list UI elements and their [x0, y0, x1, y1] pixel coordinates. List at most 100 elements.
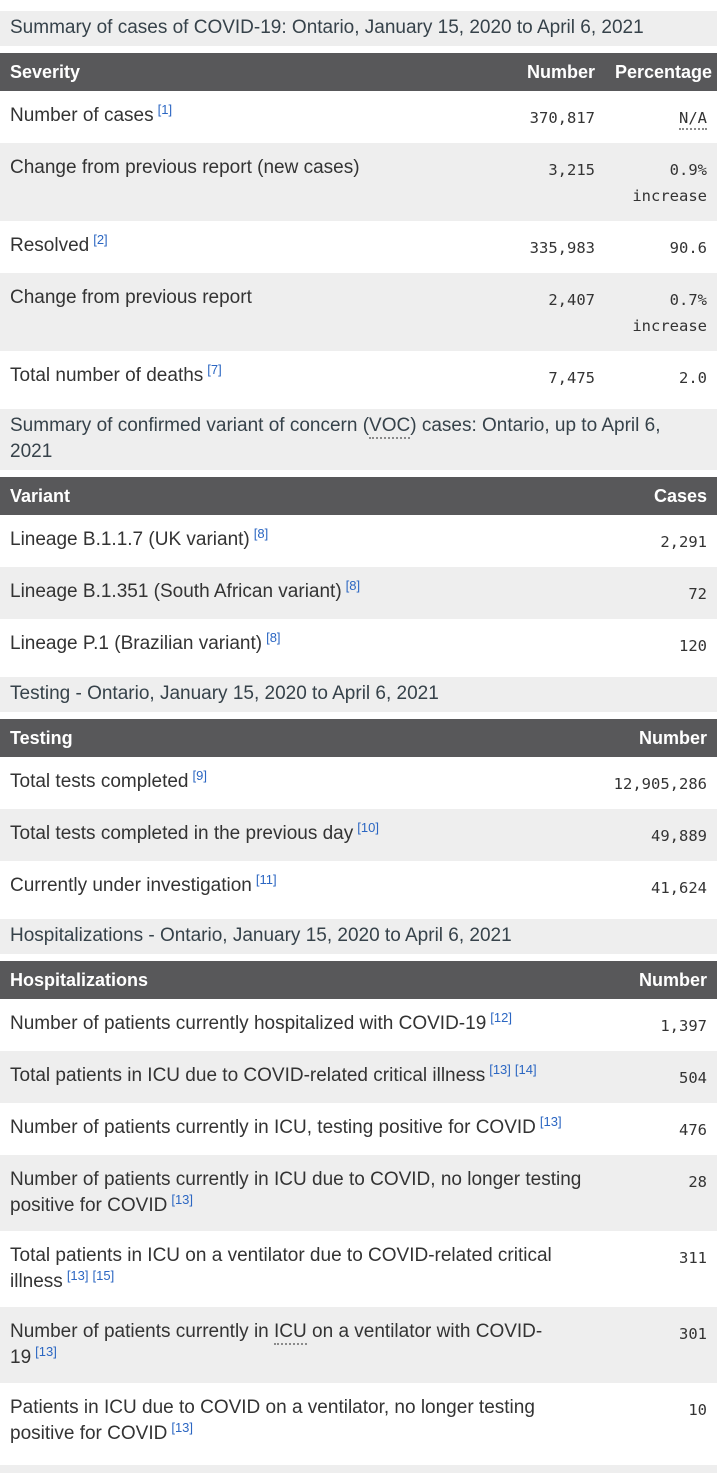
row-label-text: Number of cases — [10, 105, 154, 126]
table-row: Change from previous report (new cases) … — [0, 143, 717, 221]
footnote-link[interactable]: [13] — [35, 1343, 57, 1359]
footnote-link[interactable]: [14] — [514, 1061, 537, 1077]
row-label: Total patients in ICU due to COVID-relat… — [0, 1051, 597, 1103]
testing-header-row: Testing Number — [0, 719, 717, 757]
footnote-link[interactable]: [13] — [171, 1191, 194, 1207]
table-row: Total tests completed [9] 12,905,286 — [0, 757, 717, 809]
footnote-link[interactable]: [13] — [171, 1419, 194, 1435]
table-row: Number of patients currently in ICU on a… — [0, 1307, 717, 1383]
cell-number: 2,291 — [660, 533, 707, 551]
cell-percentage: 0.7% increase — [632, 291, 707, 335]
cell-number: 49,889 — [651, 827, 707, 845]
footnote-link[interactable]: [13] — [66, 1267, 89, 1283]
row-label-text: Currently under investigation — [10, 875, 252, 896]
table-row: Number of cases [1] 370,817 N/A — [0, 91, 717, 143]
table-row: Total patients in ICU on a ventilator du… — [0, 1231, 717, 1307]
hospitalizations-header-row: Hospitalizations Number — [0, 961, 717, 999]
row-label-text: Number of patients currently hospitalize… — [10, 1013, 487, 1034]
table-row: Lineage P.1 (Brazilian variant) [8] 120 — [0, 619, 717, 671]
footnote-link[interactable]: [12] — [490, 1009, 512, 1025]
cell-number: 72 — [688, 585, 707, 603]
row-label-text: Number of patients currently in — [10, 1321, 275, 1342]
footnote-link[interactable]: [7] — [207, 361, 222, 377]
row-label-text: Number of patients currently in ICU due … — [10, 1169, 582, 1216]
row-label: Patients in ICU due to COVID on a ventil… — [0, 1383, 597, 1459]
row-label: Total tests completed in the previous da… — [0, 809, 597, 861]
column-header-number: Number — [485, 53, 605, 91]
row-label-text: Lineage B.1.351 (South African variant) — [10, 581, 342, 602]
column-header-testing: Testing — [0, 719, 597, 757]
cases-header-row: Severity Number Percentage — [0, 53, 717, 91]
cell-percentage: N/A — [605, 91, 717, 143]
table-row: Patients in ICU due to COVID on a ventil… — [0, 1383, 717, 1459]
cell-number: 476 — [679, 1121, 707, 1139]
cell-number: 3,215 — [548, 161, 595, 179]
section-hospitalizations: Hospitalizations - Ontario, January 15, … — [0, 919, 717, 1459]
table-row: Total patients in ICU due to COVID-relat… — [0, 1051, 717, 1103]
row-label-text: Lineage P.1 (Brazilian variant) — [10, 633, 263, 654]
row-label-text: Number of patients currently in ICU, tes… — [10, 1117, 536, 1138]
row-label-text: Lineage B.1.1.7 (UK variant) — [10, 529, 250, 550]
table-row: Change from previous report 2,407 0.7% i… — [0, 273, 717, 351]
row-label-text: Change from previous report — [10, 287, 252, 308]
row-label-text: Resolved — [10, 235, 90, 256]
row-label-text: on a ventilator with COVID-19 — [10, 1321, 543, 1368]
abbr-icu: ICU — [274, 1321, 307, 1345]
footnote-link[interactable]: [8] — [345, 577, 361, 593]
column-header-hospitalizations: Hospitalizations — [0, 961, 597, 999]
footnote-link[interactable]: [2] — [93, 231, 108, 247]
row-label-text: Change from previous report (new cases) — [10, 157, 360, 178]
row-label: Number of patients currently in ICU, tes… — [0, 1103, 597, 1155]
cell-number: 370,817 — [529, 109, 595, 127]
column-header-number: Number — [597, 719, 717, 757]
footnote-link[interactable]: [13] — [489, 1061, 511, 1077]
cell-number: 504 — [679, 1069, 707, 1087]
footnote-link[interactable]: [13] — [539, 1113, 562, 1129]
table-caption-hospitalizations: Hospitalizations - Ontario, January 15, … — [0, 919, 717, 954]
table-row: Lineage B.1.1.7 (UK variant) [8] 2,291 — [0, 515, 717, 567]
cases-table: Severity Number Percentage Number of cas… — [0, 53, 717, 403]
table-row: Number of patients currently in ICU, tes… — [0, 1103, 717, 1155]
row-label: Total patients in ICU on a ventilator du… — [0, 1231, 597, 1307]
cell-number: 301 — [679, 1325, 707, 1343]
row-label: Number of patients currently in ICU due … — [0, 1155, 597, 1231]
row-label: Lineage B.1.1.7 (UK variant) [8] — [0, 515, 597, 567]
row-label-text: Total number of deaths — [10, 365, 204, 386]
row-label-text: Total tests completed in the previous da… — [10, 823, 354, 844]
column-header-cases: Cases — [597, 477, 717, 515]
column-header-percentage: Percentage — [605, 53, 717, 91]
cell-number: 12,905,286 — [613, 775, 707, 793]
caption-text: Summary of confirmed variant of concern … — [10, 415, 370, 436]
footnote-link[interactable]: [15] — [92, 1267, 115, 1283]
table-row: Resolved [2] 335,983 90.6 — [0, 221, 717, 273]
row-label-text: Total patients in ICU on a ventilator du… — [10, 1245, 552, 1292]
footnote-link[interactable]: [11] — [255, 871, 277, 887]
table-row: Total tests completed in the previous da… — [0, 809, 717, 861]
hospitalizations-table: Hospitalizations Number Number of patien… — [0, 961, 717, 1459]
cell-percentage: 0.9% increase — [632, 161, 707, 205]
footnote-link[interactable]: [1] — [157, 101, 173, 117]
column-header-number: Number — [597, 961, 717, 999]
row-label: Lineage P.1 (Brazilian variant) [8] — [0, 619, 597, 671]
table-row: Currently under investigation [11] 41,624 — [0, 861, 717, 913]
column-header-variant: Variant — [0, 477, 597, 515]
table-caption-voc: Summary of confirmed variant of concern … — [0, 409, 717, 470]
table-row: Total number of deaths [7] 7,475 2.0 — [0, 351, 717, 403]
table-caption-testing: Testing - Ontario, January 15, 2020 to A… — [0, 677, 717, 712]
table-row: Number of patients currently in ICU due … — [0, 1155, 717, 1231]
row-label-text: Total tests completed — [10, 771, 189, 792]
table-row: Lineage B.1.351 (South African variant)[… — [0, 567, 717, 619]
cell-number: 7,475 — [548, 369, 595, 387]
cell-number: 28 — [688, 1173, 707, 1191]
cell-number: 120 — [679, 637, 707, 655]
footnote-link[interactable]: [8] — [266, 629, 281, 645]
footnote-link[interactable]: [10] — [357, 819, 379, 835]
row-label: Total tests completed [9] — [0, 757, 597, 809]
row-label-text: Total patients in ICU due to COVID-relat… — [10, 1065, 486, 1086]
table-caption-cases: Summary of cases of COVID-19: Ontario, J… — [0, 11, 717, 46]
cell-number: 10 — [688, 1401, 707, 1419]
cell-number: 2,407 — [548, 291, 595, 309]
footnote-link[interactable]: [9] — [192, 767, 207, 783]
caption-text: ) cases: Ontario, up to April 6, 2021 — [10, 415, 661, 462]
footnote-link[interactable]: [8] — [253, 525, 269, 541]
